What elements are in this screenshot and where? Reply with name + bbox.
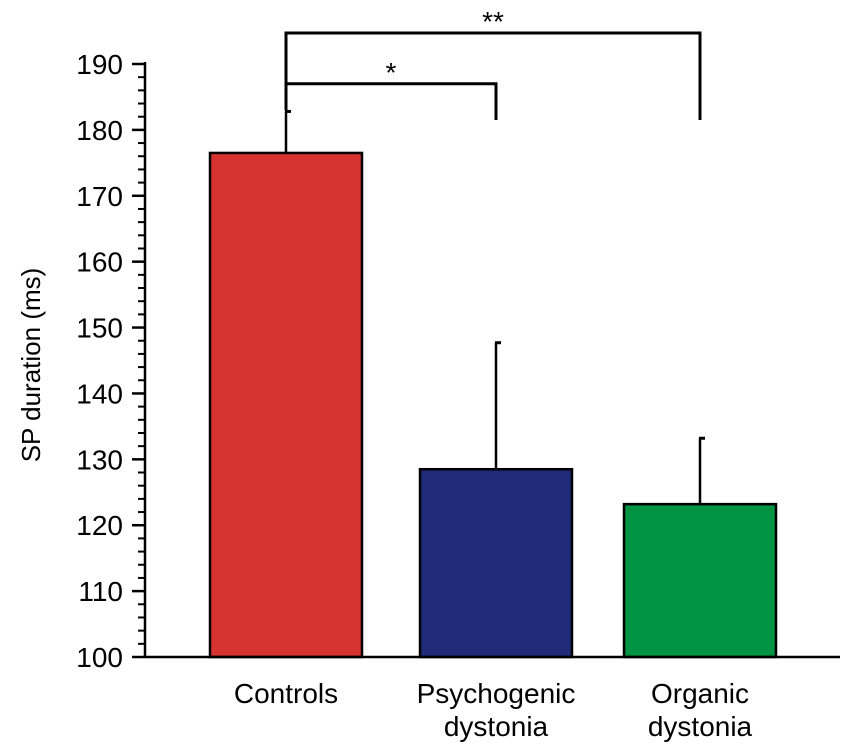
bar-2 bbox=[622, 502, 778, 659]
significance-group: *** bbox=[284, 6, 702, 121]
significance-bracket-0 bbox=[284, 82, 498, 121]
y-tick-label: 170 bbox=[76, 181, 123, 212]
y-axis-title: SP duration (ms) bbox=[16, 268, 46, 463]
bar-1 bbox=[418, 467, 574, 659]
y-tick-label: 120 bbox=[76, 510, 123, 541]
bars-group bbox=[208, 151, 778, 659]
y-tick-label: 110 bbox=[78, 576, 123, 607]
y-tick-label: 130 bbox=[76, 444, 123, 475]
y-tick-label: 180 bbox=[76, 115, 123, 146]
y-tick-label: 140 bbox=[76, 378, 123, 409]
x-category-label-0: Controls bbox=[234, 678, 338, 709]
x-categories-group: Controls Psychogenic dystonia Organic dyston… bbox=[234, 678, 753, 742]
y-ticks-group: 100 110 120 130 140 150 160 170 180 190 bbox=[76, 49, 145, 673]
significance-label-1: ** bbox=[482, 6, 504, 37]
y-tick-label: 150 bbox=[76, 313, 123, 344]
x-category-label-1: Psychogenic dystonia bbox=[417, 678, 576, 742]
y-tick-label: 100 bbox=[76, 642, 123, 673]
x-category-label-2: Organic dystonia bbox=[648, 678, 753, 742]
error-bars-group bbox=[284, 109, 705, 505]
y-tick-label: 160 bbox=[76, 247, 123, 278]
significance-label-0: * bbox=[386, 57, 397, 88]
y-tick-label: 190 bbox=[76, 49, 123, 80]
bar-0 bbox=[208, 151, 364, 659]
axes-group bbox=[143, 62, 840, 659]
significance-bracket-1 bbox=[284, 31, 702, 121]
